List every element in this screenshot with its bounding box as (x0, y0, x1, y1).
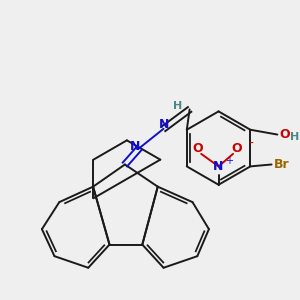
Text: +: + (225, 156, 233, 166)
Text: N: N (130, 140, 141, 153)
Text: O: O (279, 128, 290, 141)
Text: O: O (232, 142, 242, 154)
Text: O: O (192, 142, 202, 154)
Text: H: H (173, 100, 183, 111)
Text: N: N (213, 160, 224, 173)
Text: N: N (159, 118, 170, 131)
Text: Br: Br (274, 158, 289, 171)
Text: H: H (290, 133, 299, 142)
Text: -: - (248, 137, 253, 151)
